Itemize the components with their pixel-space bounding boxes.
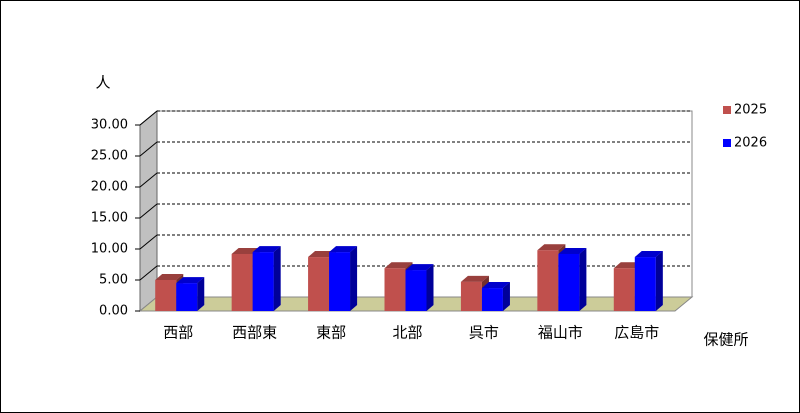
- bar-top: [252, 246, 281, 253]
- y-tick-label: 15.00: [91, 211, 128, 226]
- bar-side: [197, 277, 205, 311]
- y-tick-label: 10.00: [91, 242, 128, 257]
- bar-side-shade: [579, 247, 587, 311]
- bar-top: [176, 277, 205, 284]
- grid-line-side: [139, 234, 158, 250]
- y-tick-label: 5.00: [99, 273, 128, 288]
- bar: [405, 270, 427, 311]
- bar-top-shade: [155, 274, 184, 280]
- bar-side-shade: [350, 246, 358, 311]
- bar-side: [273, 246, 281, 311]
- grid-line-side: [139, 110, 158, 126]
- y-axis-label: 人: [95, 74, 110, 92]
- y-tick-label: 25.00: [91, 149, 128, 164]
- bar-top-shade: [481, 282, 510, 289]
- bar-top-shade: [405, 264, 434, 271]
- bar: [231, 253, 253, 311]
- legend-swatch: [723, 106, 731, 114]
- y-tick-label: 30.00: [91, 118, 128, 133]
- bar: [460, 281, 482, 311]
- bar-top-shade: [329, 246, 358, 253]
- bar: [155, 280, 177, 311]
- bar: [481, 288, 503, 311]
- legend-label: 2026: [734, 136, 767, 151]
- x-tick-label: 西部: [163, 324, 193, 342]
- bar-side: [350, 246, 358, 311]
- bar-side-shade: [273, 246, 281, 311]
- x-tick-label: 東部: [316, 324, 346, 342]
- bar-top-shade: [558, 247, 587, 254]
- bar-top-shade: [634, 251, 663, 258]
- x-tick-label: 北部: [392, 324, 422, 342]
- legend-swatch: [723, 139, 731, 147]
- grid-line-side: [139, 172, 158, 188]
- bar-top: [558, 247, 587, 254]
- bar: [176, 283, 198, 311]
- bar-top-shade: [460, 275, 489, 282]
- bar-side-shade: [502, 282, 510, 311]
- bar-side-shade: [655, 251, 663, 311]
- grid-line-side: [139, 141, 158, 157]
- x-tick-label: 西部東: [232, 324, 277, 342]
- bar-side-shade: [197, 277, 205, 311]
- bar-side: [579, 247, 587, 311]
- bar-top: [405, 264, 434, 271]
- bar-side: [426, 264, 434, 311]
- bar: [308, 257, 330, 311]
- bar-top: [537, 244, 566, 251]
- grid-line-side: [139, 265, 158, 281]
- bar: [537, 250, 559, 311]
- y-tick-label: 0.00: [99, 304, 128, 319]
- bar-top: [155, 274, 184, 280]
- grid-line-side: [139, 203, 158, 219]
- y-tick-label: 20.00: [91, 180, 128, 195]
- bar-top-shade: [176, 277, 205, 284]
- bar-side: [655, 251, 663, 311]
- bar-top-shade: [384, 262, 413, 269]
- bar-side-shade: [426, 264, 434, 311]
- bar: [329, 252, 351, 311]
- bar-top: [460, 275, 489, 282]
- legend-label: 2025: [734, 103, 767, 118]
- bar-top: [384, 262, 413, 269]
- bar-top: [481, 282, 510, 289]
- bar-top: [634, 251, 663, 258]
- x-tick-label: 広島市: [614, 324, 659, 342]
- bar: [558, 253, 580, 311]
- x-tick-label: 福山市: [538, 324, 583, 342]
- x-axis-label: 保健所: [703, 331, 748, 349]
- bar: [634, 257, 656, 311]
- x-tick-label: 呉市: [469, 324, 499, 342]
- bar: [384, 268, 406, 311]
- bar: [613, 268, 635, 311]
- bar-top-shade: [537, 244, 566, 251]
- bar-top-shade: [252, 246, 281, 253]
- bar: [252, 252, 274, 311]
- bar-top: [329, 246, 358, 253]
- bar-side: [502, 282, 510, 311]
